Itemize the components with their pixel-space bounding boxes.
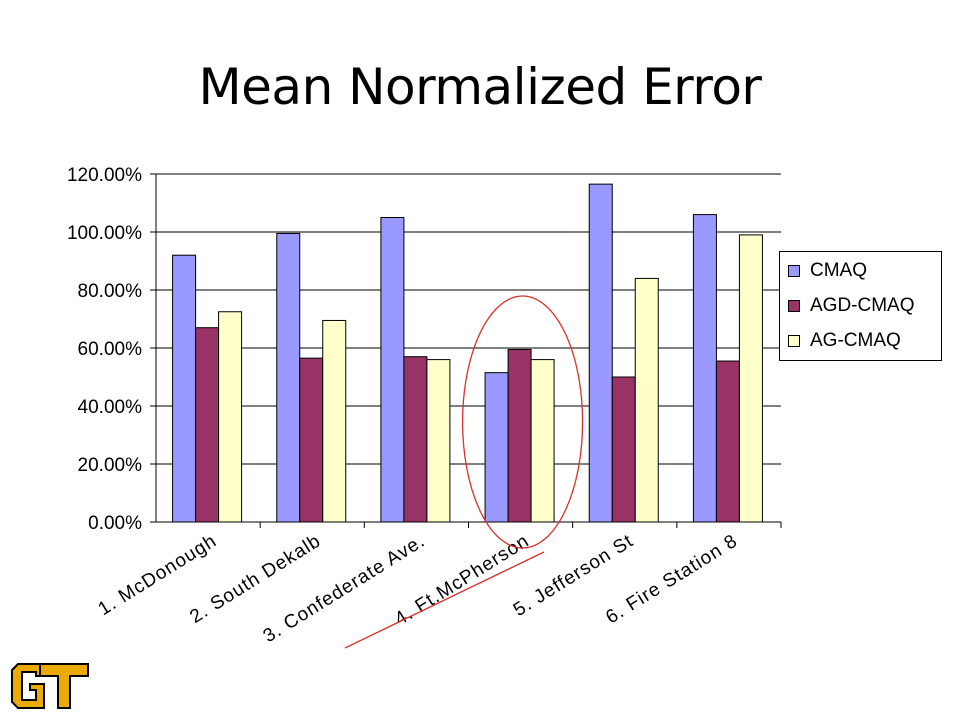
bar-ag-cmaq-1 xyxy=(218,311,243,523)
bar-cmaq-6 xyxy=(692,214,717,523)
chart-legend: CMAQ AGD-CMAQ AG-CMAQ xyxy=(779,251,942,361)
bar-ag-cmaq-4 xyxy=(530,359,555,523)
bar-ag-cmaq-3 xyxy=(426,359,451,523)
legend-item-ag-cmaq: AG-CMAQ xyxy=(788,329,901,353)
y-tick-label: 120.00% xyxy=(67,165,142,186)
y-tick-labels: 0.00% 20.00% 40.00% 60.00% 80.00% 100.00% 120.… xyxy=(67,165,142,534)
bar-agd-cmaq-4 xyxy=(507,348,532,523)
bar-series xyxy=(172,183,763,523)
bar-cmaq-3 xyxy=(380,217,405,523)
y-tick-label: 100.00% xyxy=(67,223,142,244)
gridlines xyxy=(156,173,781,465)
legend-label-ag-cmaq: AG-CMAQ xyxy=(810,330,901,351)
y-tick-label: 80.00% xyxy=(78,281,143,302)
highlight-circle xyxy=(461,295,584,549)
bar-cmaq-4 xyxy=(484,372,509,523)
y-tick-label: 0.00% xyxy=(88,513,142,534)
bar-cmaq-2 xyxy=(276,232,301,523)
y-tick-label: 60.00% xyxy=(78,339,143,360)
bar-agd-cmaq-2 xyxy=(299,357,324,523)
gt-logo xyxy=(11,663,89,709)
legend-item-cmaq: CMAQ xyxy=(788,259,867,283)
bar-agd-cmaq-1 xyxy=(195,327,220,523)
bar-ag-cmaq-2 xyxy=(322,319,347,523)
legend-swatch-cmaq xyxy=(788,265,800,277)
axes xyxy=(150,173,782,528)
bar-cmaq-5 xyxy=(588,183,613,523)
slide-title: Mean Normalized Error xyxy=(198,58,762,116)
bar-agd-cmaq-5 xyxy=(611,376,636,523)
bar-ag-cmaq-6 xyxy=(738,234,763,523)
legend-item-agd-cmaq: AGD-CMAQ xyxy=(788,294,915,318)
bar-ag-cmaq-5 xyxy=(634,277,659,523)
bar-agd-cmaq-6 xyxy=(715,360,740,523)
y-tick-label: 20.00% xyxy=(78,455,143,476)
legend-swatch-agd-cmaq xyxy=(788,300,800,312)
legend-swatch-ag-cmaq xyxy=(788,335,800,347)
bar-agd-cmaq-3 xyxy=(403,356,428,523)
highlight-underline xyxy=(344,551,545,649)
annotations xyxy=(344,295,584,649)
bar-cmaq-1 xyxy=(172,254,197,523)
legend-label-agd-cmaq: AGD-CMAQ xyxy=(810,295,915,316)
legend-label-cmaq: CMAQ xyxy=(810,260,867,281)
y-tick-label: 40.00% xyxy=(78,397,143,418)
